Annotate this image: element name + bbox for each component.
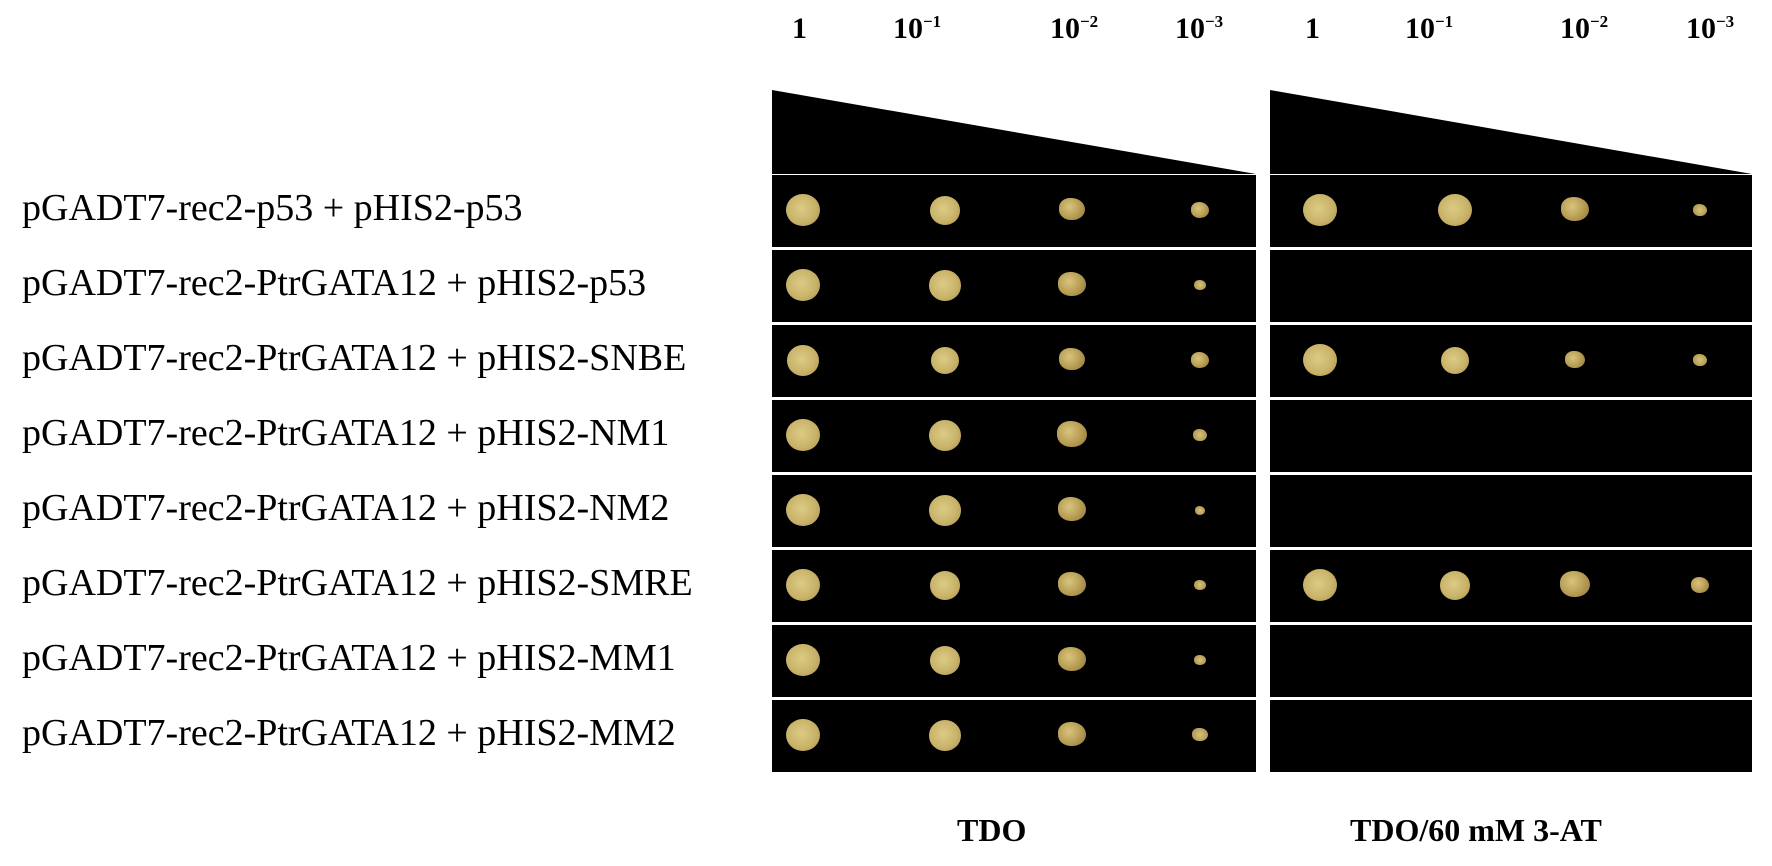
yeast-colony-spot <box>1559 570 1591 597</box>
yeast-colony-spot <box>930 346 960 374</box>
yeast-colony-spot <box>1193 429 1207 441</box>
yeast-colony-spot <box>929 645 961 675</box>
row-label: pGADT7-rec2-PtrGATA12 + pHIS2-MM1 <box>22 637 676 679</box>
yeast-colony-spot <box>1190 351 1210 368</box>
row-label: pGADT7-rec2-PtrGATA12 + pHIS2-p53 <box>22 262 647 304</box>
yeast-colony-spot <box>928 719 962 751</box>
yeast-colony-spot <box>929 195 961 225</box>
yeast-colony-spot <box>786 569 820 602</box>
plate-strip-tdo-3at <box>1270 400 1752 472</box>
plate-strip-tdo <box>772 700 1256 772</box>
yeast-colony-spot <box>1057 721 1087 747</box>
yeast-colony-spot <box>1194 505 1206 515</box>
yeast-colony-spot <box>786 269 820 302</box>
yeast-colony-spot <box>1056 420 1088 447</box>
yeast-colony-spot <box>1303 344 1337 377</box>
yeast-colony-spot <box>928 269 962 301</box>
plate-strip-tdo-3at <box>1270 175 1752 247</box>
yeast-colony-spot <box>928 494 962 526</box>
yeast-colony-spot <box>1693 354 1707 366</box>
dilution-wedge-right <box>1270 90 1752 174</box>
plate-strip-tdo <box>772 550 1256 622</box>
yeast-colony-spot <box>1564 350 1586 369</box>
plate-strip-tdo-3at <box>1270 325 1752 397</box>
yeast-colony-spot <box>1438 194 1472 227</box>
yeast-colony-spot <box>1693 204 1707 216</box>
yeast-colony-spot <box>1439 570 1471 600</box>
row-label: pGADT7-rec2-PtrGATA12 + pHIS2-NM1 <box>22 412 670 454</box>
yeast-colony-spot <box>1303 194 1337 227</box>
dilution-label-right-4: 10−3 <box>1686 12 1735 45</box>
dilution-label-right-3: 10−2 <box>1560 12 1609 45</box>
plate-strip-tdo <box>772 325 1256 397</box>
dilution-label-left-3: 10−2 <box>1050 12 1099 45</box>
yeast-colony-spot <box>929 570 961 600</box>
yeast-colony-spot <box>1194 280 1206 291</box>
dilution-label-left-2: 10−1 <box>893 12 942 45</box>
row-label: pGADT7-rec2-PtrGATA12 + pHIS2-SMRE <box>22 562 693 604</box>
yeast-colony-spot <box>1303 569 1337 602</box>
yeast-colony-spot <box>1194 580 1206 591</box>
yeast-colony-spot <box>786 719 820 752</box>
dilution-label-left-1: 1 <box>792 12 807 45</box>
plate-strip-tdo-3at <box>1270 475 1752 547</box>
dilution-label-right-2: 10−1 <box>1405 12 1454 45</box>
plate-strip-tdo <box>772 175 1256 247</box>
yeast-colony-spot <box>786 194 820 227</box>
row-label: pGADT7-rec2-PtrGATA12 + pHIS2-NM2 <box>22 487 670 529</box>
plate-strip-tdo-3at <box>1270 625 1752 697</box>
medium-label-tdo: TDO <box>957 812 1027 848</box>
yeast-colony-spot <box>928 419 962 451</box>
yeast-colony-spot <box>1058 497 1086 521</box>
yeast-colony-spot <box>786 644 820 677</box>
yeast-colony-spot <box>1190 201 1210 218</box>
plate-strip-tdo <box>772 475 1256 547</box>
medium-label-tdo-3at: TDO/60 mM 3-AT <box>1350 812 1602 848</box>
yeast-colony-spot <box>1440 346 1470 374</box>
plate-strip-tdo <box>772 625 1256 697</box>
row-label: pGADT7-rec2-p53 + pHIS2-p53 <box>22 187 523 229</box>
plate-strip-tdo-3at <box>1270 700 1752 772</box>
yeast-colony-spot <box>1057 646 1087 672</box>
plate-strip-tdo <box>772 400 1256 472</box>
dilution-wedge-left <box>772 90 1256 174</box>
row-label: pGADT7-rec2-PtrGATA12 + pHIS2-SNBE <box>22 337 687 379</box>
yeast-colony-spot <box>1059 198 1085 220</box>
yeast-colony-spot <box>1058 572 1086 596</box>
plate-strip-tdo-3at <box>1270 550 1752 622</box>
yeast-colony-spot <box>1058 272 1086 296</box>
yeast-colony-spot <box>1690 576 1710 593</box>
yeast-colony-spot <box>786 344 820 376</box>
dilution-label-right-1: 1 <box>1305 12 1320 45</box>
yeast-colony-spot <box>1192 728 1208 742</box>
dilution-label-left-4: 10−3 <box>1175 12 1224 45</box>
yeast-colony-spot <box>1194 655 1206 666</box>
yeast-colony-spot <box>1560 196 1590 222</box>
row-label: pGADT7-rec2-PtrGATA12 + pHIS2-MM2 <box>22 712 676 754</box>
yeast-colony-spot <box>1059 348 1085 370</box>
plate-strip-tdo-3at <box>1270 250 1752 322</box>
yeast-colony-spot <box>786 494 820 527</box>
yeast-colony-spot <box>786 419 820 452</box>
plate-strip-tdo <box>772 250 1256 322</box>
